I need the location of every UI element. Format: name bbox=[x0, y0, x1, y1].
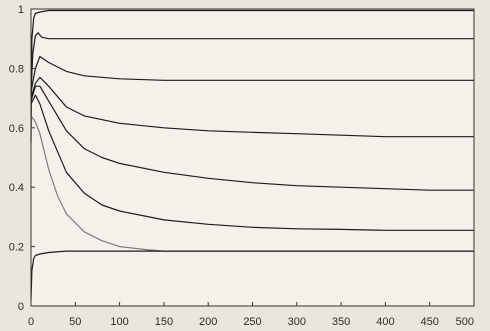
x-tick-label: 100 bbox=[110, 316, 128, 328]
x-tick-label: 250 bbox=[243, 316, 261, 328]
x-tick-label: 450 bbox=[421, 316, 439, 328]
y-tick-label: 0.6 bbox=[9, 123, 24, 135]
series-line-4 bbox=[30, 76, 474, 138]
x-tick-label: 50 bbox=[69, 316, 81, 328]
x-tick-label: 400 bbox=[376, 316, 394, 328]
series-line-6 bbox=[30, 94, 474, 231]
y-tick-label: 0 bbox=[18, 301, 24, 313]
y-tick-label: 0.2 bbox=[9, 242, 24, 254]
x-tick-label: 0 bbox=[28, 316, 34, 328]
y-axis: 0 0.2 0.4 0.6 0.8 1 bbox=[9, 4, 35, 313]
x-axis: 0 50 100 150 200 250 300 350 400 450 500 bbox=[28, 302, 475, 328]
x-tick-label: 200 bbox=[199, 316, 217, 328]
x-tick-label: 500 bbox=[456, 316, 474, 328]
y-tick-label: 0.4 bbox=[9, 182, 24, 194]
series-line-1 bbox=[30, 9, 474, 143]
series-layer bbox=[30, 9, 474, 301]
series-line-5 bbox=[30, 85, 474, 191]
x-tick-label: 150 bbox=[155, 316, 173, 328]
x-tick-label: 350 bbox=[332, 316, 350, 328]
x-tick-label: 300 bbox=[288, 316, 306, 328]
series-line-8 bbox=[30, 250, 474, 301]
plot-area bbox=[31, 9, 474, 306]
series-line-2 bbox=[30, 32, 474, 93]
y-tick-label: 1 bbox=[18, 4, 24, 16]
y-tick-label: 0.8 bbox=[9, 63, 24, 75]
series-line-3 bbox=[30, 55, 474, 93]
